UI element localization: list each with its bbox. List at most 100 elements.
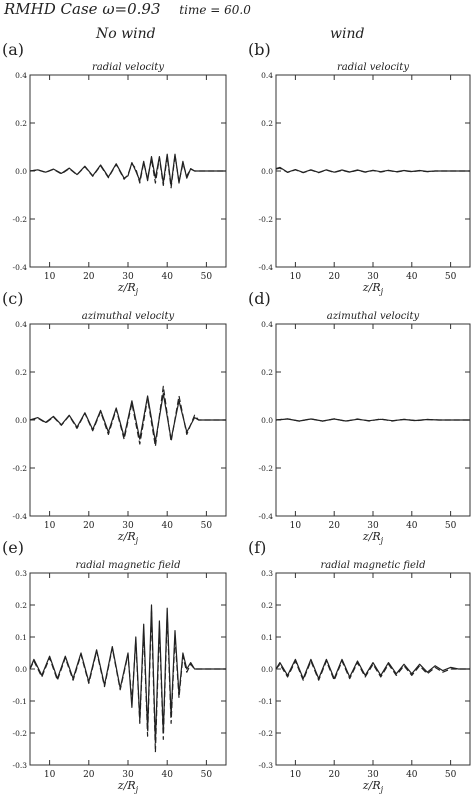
chart-title: radial velocity [337, 62, 409, 73]
y-tick-label: 0.0 [15, 167, 27, 176]
x-tick-label: 20 [83, 770, 95, 780]
column-title-wind: wind [330, 26, 365, 42]
series-line-solid [29, 153, 226, 186]
y-tick-label: -0.3 [13, 761, 28, 770]
y-tick-label: -0.3 [259, 761, 274, 770]
x-tick-label: 20 [83, 272, 95, 282]
y-tick-label: 0.2 [15, 601, 27, 610]
y-tick-label: -0.2 [259, 729, 274, 738]
chart-panel: azimuthal velocity 10 20 30 40 50 0.4 0.2 0.0 -0.… [259, 311, 471, 545]
chart-panel: radial velocity 10 20 30 40 50 0.4 0.2 0.0 -0.2 -0… [13, 62, 227, 296]
time-label: time = 60.0 [179, 3, 251, 17]
chart-title: azimuthal velocity [327, 311, 420, 322]
chart-title: azimuthal velocity [82, 311, 175, 322]
x-axis-label: z/Rj [117, 281, 139, 296]
y-tick-label: 0.0 [15, 416, 27, 425]
x-tick-label: 10 [290, 521, 302, 531]
series-line-dashed [275, 418, 470, 422]
panel-label-c: (c) [2, 289, 24, 308]
x-axis-label: z/Rj [362, 779, 384, 794]
y-tick-label: 0.1 [15, 633, 27, 642]
x-tick-label: 30 [122, 521, 134, 531]
x-tick-label: 30 [367, 770, 379, 780]
x-tick-label: 50 [201, 521, 213, 531]
x-tick-label: 40 [161, 521, 173, 531]
x-tick-label: 50 [201, 272, 213, 282]
y-tick-label: 0.4 [15, 71, 27, 80]
x-axis-label: z/Rj [362, 530, 384, 545]
x-tick-label: 10 [44, 521, 56, 531]
x-tick-label: 50 [445, 272, 457, 282]
chart-title: radial magnetic field [320, 560, 425, 571]
series-line-dashed [275, 660, 470, 681]
x-tick-label: 20 [328, 521, 340, 531]
series-line-dashed [29, 154, 226, 189]
x-tick-label: 40 [406, 770, 418, 780]
y-tick-label: 0.4 [261, 71, 273, 80]
y-tick-label: -0.1 [259, 697, 273, 706]
x-tick-label: 10 [44, 770, 56, 780]
case-title: RMHD Case [4, 0, 98, 18]
y-tick-label: 0.2 [261, 601, 273, 610]
x-tick-label: 10 [44, 272, 56, 282]
y-tick-label: -0.2 [13, 464, 28, 473]
x-axis-label: z/Rj [117, 779, 139, 794]
panel-label-b: (b) [248, 40, 271, 59]
x-tick-label: 20 [328, 770, 340, 780]
x-tick-label: 50 [201, 770, 213, 780]
y-tick-label: 0.0 [261, 167, 273, 176]
y-tick-label: -0.4 [13, 263, 28, 272]
y-tick-label: 0.2 [15, 119, 27, 128]
x-tick-label: 10 [290, 272, 302, 282]
y-tick-label: 0.1 [261, 633, 273, 642]
y-tick-label: -0.1 [13, 697, 27, 706]
x-tick-label: 40 [161, 770, 173, 780]
chart-panel: radial magnetic field 10 20 30 40 50 0.3 0.2 0.1… [259, 560, 471, 794]
panel-label-f: (f) [248, 538, 267, 557]
y-tick-label: -0.2 [13, 729, 28, 738]
x-tick-label: 40 [161, 272, 173, 282]
y-tick-label: -0.2 [259, 464, 274, 473]
y-tick-label: -0.4 [13, 512, 28, 521]
y-tick-label: 0.4 [261, 320, 273, 329]
x-tick-label: 20 [328, 272, 340, 282]
x-axis-label: z/Rj [362, 281, 384, 296]
panel-label-a: (a) [2, 40, 25, 59]
figure-header: RMHD Case ω=0.93 time = 60.0 [4, 0, 474, 20]
panel-label-e: (e) [2, 538, 24, 557]
chart-panel: azimuthal velocity 10 20 30 40 50 0.4 0.2 0.0 -0.… [13, 311, 227, 545]
y-tick-label: 0.0 [15, 665, 27, 674]
y-tick-label: 0.0 [261, 665, 273, 674]
chart-title: radial magnetic field [75, 560, 180, 571]
y-tick-label: 0.2 [15, 368, 27, 377]
y-tick-label: -0.4 [259, 512, 274, 521]
y-tick-label: 0.4 [15, 320, 27, 329]
omega-label: ω=0.93 [102, 0, 161, 18]
series-line-dashed [275, 167, 470, 174]
column-title-no-wind: No wind [96, 26, 156, 42]
series-line-dashed [29, 610, 226, 753]
x-tick-label: 30 [122, 770, 134, 780]
y-tick-label: 0.2 [261, 368, 273, 377]
chart-panel: radial magnetic field 10 20 30 40 50 0.3 0.2 0.1… [13, 560, 227, 794]
chart-panel: radial velocity 10 20 30 40 50 0.4 0.2 0.0 -0.2 -0… [259, 62, 471, 296]
series-line-solid [29, 393, 226, 443]
y-tick-label: 0.3 [15, 569, 27, 578]
x-tick-label: 30 [367, 521, 379, 531]
x-tick-label: 30 [122, 272, 134, 282]
x-tick-label: 30 [367, 272, 379, 282]
x-tick-label: 10 [290, 770, 302, 780]
series-line-dashed [29, 385, 226, 447]
x-tick-label: 20 [83, 521, 95, 531]
panel-label-d: (d) [248, 289, 271, 308]
y-tick-label: -0.2 [259, 215, 274, 224]
y-tick-label: -0.4 [259, 263, 274, 272]
x-axis-label: z/Rj [117, 530, 139, 545]
y-tick-label: 0.2 [261, 119, 273, 128]
x-tick-label: 50 [445, 770, 457, 780]
y-tick-label: 0.3 [261, 569, 273, 578]
x-tick-label: 40 [406, 521, 418, 531]
x-tick-label: 40 [406, 272, 418, 282]
x-tick-label: 50 [445, 521, 457, 531]
chart-title: radial velocity [92, 62, 164, 73]
